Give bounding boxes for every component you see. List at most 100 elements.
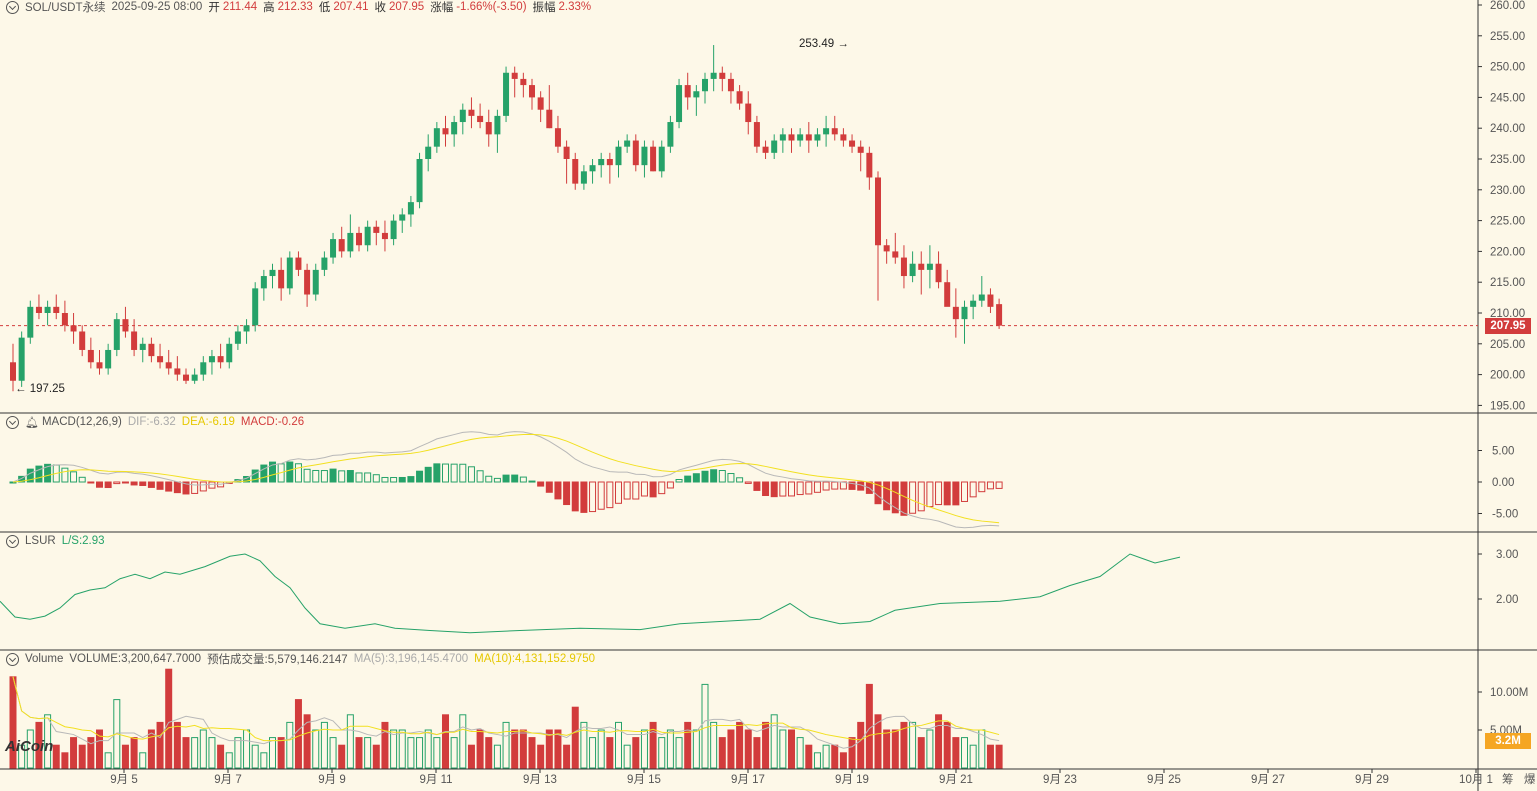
candle-body bbox=[18, 337, 25, 381]
candle-body bbox=[658, 146, 665, 172]
volume-bar bbox=[424, 729, 432, 769]
candle-body bbox=[978, 294, 985, 301]
candle-body bbox=[364, 226, 371, 246]
macd-name[interactable]: MACD(12,26,9) bbox=[41, 416, 122, 428]
volume-bar bbox=[640, 729, 648, 769]
x-tick-label: 9月 5 bbox=[110, 774, 138, 786]
volume-bar bbox=[528, 737, 536, 769]
macd-bar bbox=[563, 481, 571, 506]
collapse-chevron-icon[interactable] bbox=[6, 534, 19, 548]
volume-bar bbox=[762, 721, 770, 769]
volume-ma5: MA(5):3,196,145.4700 bbox=[353, 653, 469, 665]
macd-bar bbox=[606, 481, 614, 509]
corner-button[interactable]: 爆 bbox=[1524, 772, 1536, 786]
volume-value: VOLUME:3,200,647.7000 bbox=[69, 653, 202, 665]
close-value: 207.95 bbox=[389, 1, 425, 13]
macd-bar bbox=[121, 481, 129, 484]
macd-bar bbox=[519, 476, 527, 483]
macd-bar bbox=[762, 481, 770, 497]
candle-body bbox=[373, 226, 380, 233]
volume-bar bbox=[113, 699, 121, 769]
macd-bar bbox=[952, 481, 960, 506]
close-label: 收 bbox=[374, 2, 387, 14]
macd-bar bbox=[597, 481, 605, 510]
macd-bar bbox=[736, 477, 744, 483]
macd-bar bbox=[320, 470, 328, 483]
candle-body bbox=[131, 331, 138, 350]
volume-bar bbox=[61, 752, 69, 769]
volume-bar bbox=[147, 729, 155, 769]
collapse-chevron-icon[interactable] bbox=[6, 652, 19, 666]
volume-bar bbox=[753, 737, 761, 769]
candle-body bbox=[278, 269, 285, 289]
low-annotation-value: 197.25 bbox=[29, 383, 65, 395]
candle-body bbox=[753, 122, 760, 147]
volume-bar bbox=[338, 744, 346, 769]
candle-body bbox=[425, 146, 432, 159]
dea-line bbox=[12, 433, 1000, 524]
high-annotation: 253.49 → bbox=[799, 38, 849, 50]
macd-dif: DIF:-6.32 bbox=[127, 416, 176, 428]
candle-body bbox=[330, 239, 337, 258]
macd-bar bbox=[372, 474, 380, 483]
volume-bar bbox=[511, 729, 519, 769]
symbol-label[interactable]: SOL/USDT永续 bbox=[25, 2, 106, 14]
candle-body bbox=[676, 85, 683, 123]
macd-value: MACD:-0.26 bbox=[240, 416, 305, 428]
macd-bar bbox=[390, 477, 398, 483]
low-label: 低 bbox=[318, 2, 331, 14]
macd-dea: DEA:-6.19 bbox=[181, 416, 235, 428]
macd-bar bbox=[165, 481, 173, 492]
macd-bar bbox=[156, 481, 164, 490]
candle-body bbox=[589, 165, 596, 172]
change-label: 涨幅 bbox=[430, 2, 454, 14]
x-tick-label: 9月 13 bbox=[523, 774, 557, 786]
volume-bar bbox=[286, 721, 294, 769]
macd-bar bbox=[805, 481, 813, 495]
candle-body bbox=[485, 122, 492, 135]
collapse-chevron-icon[interactable] bbox=[6, 0, 19, 14]
macd-bar bbox=[891, 481, 899, 514]
x-tick-label: 10月 1 bbox=[1459, 774, 1493, 786]
macd-bar bbox=[294, 463, 302, 483]
candle-body bbox=[710, 72, 717, 79]
candle-body bbox=[996, 304, 1003, 326]
corner-button[interactable]: 筹 bbox=[1502, 772, 1514, 786]
volume-bar bbox=[26, 729, 34, 769]
candle-body bbox=[546, 109, 553, 129]
volume-bar bbox=[891, 729, 899, 769]
candle-body bbox=[381, 232, 388, 240]
bell-icon[interactable]: 🔔︎ bbox=[25, 416, 39, 429]
volume-bar bbox=[615, 721, 622, 769]
x-tick-label: 9月 27 bbox=[1251, 774, 1285, 786]
volume-bar bbox=[580, 721, 588, 769]
volume-bar bbox=[303, 714, 311, 769]
candle-body bbox=[35, 306, 42, 313]
x-tick-label: 9月 11 bbox=[419, 774, 452, 786]
collapse-chevron-icon[interactable] bbox=[6, 415, 19, 429]
candle-body bbox=[113, 319, 120, 350]
candle-body bbox=[771, 140, 778, 153]
volume-bar bbox=[710, 721, 718, 769]
candle-body bbox=[87, 349, 94, 363]
lsur-name[interactable]: LSUR bbox=[25, 535, 56, 547]
candle-body bbox=[563, 146, 570, 159]
volume-bar bbox=[883, 729, 891, 769]
macd-bar bbox=[675, 479, 683, 483]
macd-bar bbox=[684, 475, 692, 483]
volume-bar bbox=[312, 729, 320, 769]
volume-bar bbox=[718, 737, 726, 769]
volume-bar bbox=[372, 744, 380, 769]
volume-bar bbox=[796, 737, 804, 769]
macd-bar bbox=[900, 481, 908, 516]
candle-body bbox=[537, 97, 544, 110]
volume-name[interactable]: Volume bbox=[25, 653, 64, 665]
price-tick-label: 245.00 bbox=[1490, 92, 1525, 104]
macd-bar bbox=[113, 481, 121, 485]
volume-bar bbox=[805, 744, 813, 769]
candle-body bbox=[840, 134, 847, 141]
datetime-label: 2025-09-25 08:00 bbox=[111, 1, 203, 13]
macd-bar bbox=[666, 481, 674, 489]
volume-bar bbox=[70, 737, 78, 769]
